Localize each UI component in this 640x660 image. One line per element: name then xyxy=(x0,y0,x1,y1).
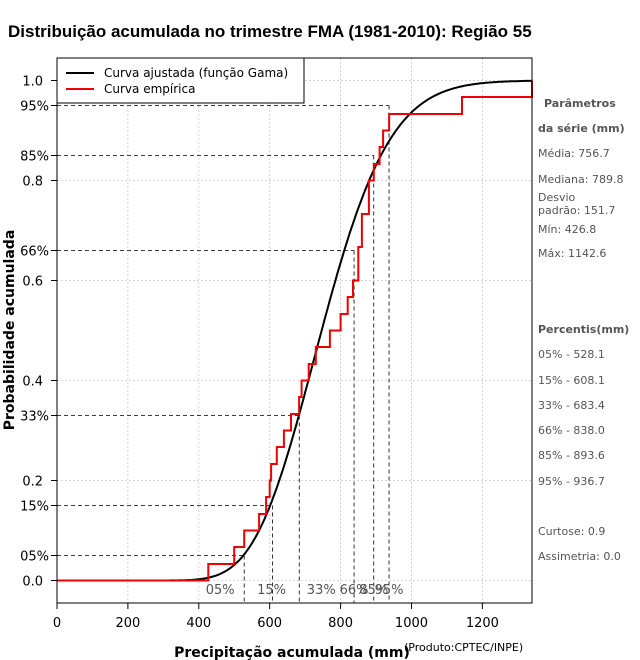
percentile-y-label: 15% xyxy=(20,500,49,515)
y-axis-title: Probabilidade acumulada xyxy=(2,230,18,431)
stat-p66: 66% - 838.0 xyxy=(538,424,605,437)
stat-media: Média: 756.7 xyxy=(538,147,610,160)
percentile-x-label: 95% xyxy=(375,583,404,598)
stat-p15: 15% - 608.1 xyxy=(538,374,605,387)
chart-title: Distribuição acumulada no trimestre FMA … xyxy=(8,22,532,41)
x-tick-label: 200 xyxy=(115,616,140,631)
y-tick-label: 0.4 xyxy=(22,375,43,390)
series xyxy=(57,79,533,582)
x-tick-label: 800 xyxy=(328,616,353,631)
stat-desvio-2: padrão: 151.7 xyxy=(538,204,615,217)
stat-desvio-1: Desvio xyxy=(538,191,576,204)
percentile-y-label: 66% xyxy=(20,245,49,260)
empirical-step-curve xyxy=(57,80,533,582)
percentile-y-label: 05% xyxy=(20,550,49,565)
y-tick-label: 0.0 xyxy=(22,575,43,590)
y-tick-label: 0.2 xyxy=(22,475,43,490)
stat-p33: 33% - 683.4 xyxy=(538,399,605,412)
stat-assimetria: Assimetria: 0.0 xyxy=(538,550,621,563)
stat-max: Máx: 1142.6 xyxy=(538,247,606,260)
percentile-x-label: 66% xyxy=(340,583,369,598)
x-axis-title: Precipitação acumulada (mm) xyxy=(174,645,410,660)
stat-min: Mín: 426.8 xyxy=(538,223,596,236)
y-tick-label: 0.8 xyxy=(22,175,43,190)
grid xyxy=(56,58,532,603)
y-tick-label: 0.6 xyxy=(22,275,43,290)
stat-curtose: Curtose: 0.9 xyxy=(538,525,605,538)
stat-p95: 95% - 936.7 xyxy=(538,475,605,488)
legend-label-gamma: Curva ajustada (função Gama) xyxy=(104,66,288,80)
params-heading-1: Parâmetros xyxy=(544,97,616,110)
x-tick-label: 0 xyxy=(53,616,61,631)
percentile-x-label: 05% xyxy=(206,583,235,598)
credit-text: (Produto:CPTEC/INPE) xyxy=(404,641,523,654)
x-tick-label: 1200 xyxy=(466,616,499,631)
x-tick-label: 1000 xyxy=(395,616,428,631)
x-tick-label: 600 xyxy=(257,616,282,631)
stat-mediana: Mediana: 789.8 xyxy=(538,173,623,186)
percentile-x-label: 15% xyxy=(257,583,286,598)
y-tick-label: 1.0 xyxy=(22,75,43,90)
y-axis: 0.0 0.2 0.4 0.6 0.8 1.0 xyxy=(22,75,57,590)
legend-label-empirical: Curva empírica xyxy=(104,82,195,96)
x-axis: 0 200 400 600 800 1000 1200 xyxy=(53,603,499,631)
stat-p05: 05% - 528.1 xyxy=(538,348,605,361)
percentile-y-label: 95% xyxy=(20,100,49,115)
percentile-x-label: 33% xyxy=(307,583,336,598)
percentis-heading: Percentis(mm) xyxy=(538,323,629,336)
x-tick-label: 400 xyxy=(186,616,211,631)
legend-box xyxy=(56,57,305,104)
legend: Curva ajustada (função Gama) Curva empír… xyxy=(56,57,305,104)
percentile-lines: 05%05%15%15%33%33%66%66%85%85%95%95% xyxy=(20,100,404,603)
stat-p85: 85% - 893.6 xyxy=(538,449,605,462)
percentile-x-label: 85% xyxy=(359,583,388,598)
percentile-y-label: 85% xyxy=(20,150,49,165)
percentile-y-label: 33% xyxy=(20,410,49,425)
stats-sidebar: Parâmetros da série (mm) Média: 756.7 Me… xyxy=(538,97,629,563)
params-heading-2: da série (mm) xyxy=(538,122,625,135)
